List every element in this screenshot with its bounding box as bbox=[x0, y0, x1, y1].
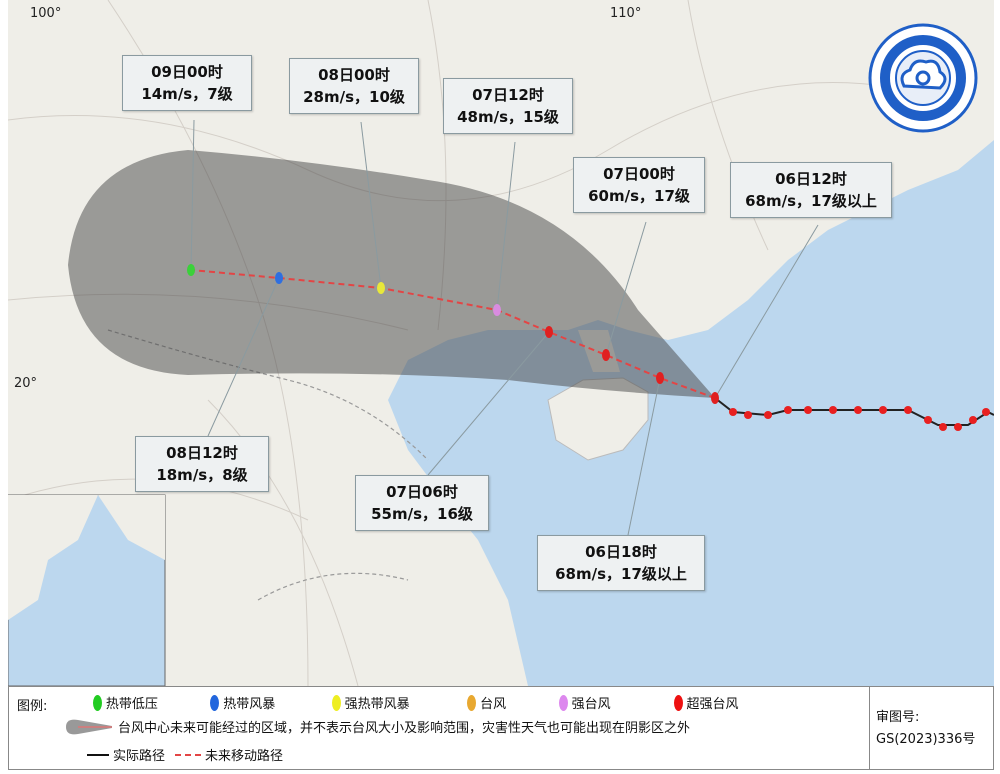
intensity: 55m/s，16级 bbox=[371, 505, 473, 523]
solid-line-icon bbox=[87, 753, 109, 756]
legend-item: 热带低压 bbox=[92, 693, 158, 712]
actual-path-markers bbox=[729, 406, 990, 431]
legend-item-label: 热带风暴 bbox=[223, 697, 276, 712]
intensity: 48m/s，15级 bbox=[457, 108, 559, 126]
intensity: 68m/s，17级以上 bbox=[555, 565, 687, 583]
legend-item-label: 热带低压 bbox=[105, 697, 158, 712]
future-path-label: 未来移动路径 bbox=[205, 749, 284, 764]
legend-cone: 台风中心未来可能经过的区域，并不表示台风大小及影响范围，灾害性天气也可能出现在阴… bbox=[64, 717, 690, 736]
longitude-100-label: 100° bbox=[30, 6, 62, 21]
typhoon-point-marker bbox=[377, 282, 385, 294]
label-leaders bbox=[190, 119, 819, 536]
intensity: 28m/s，10级 bbox=[303, 88, 405, 106]
typhoon-point-marker bbox=[602, 349, 610, 361]
time: 08日00时 bbox=[318, 66, 390, 84]
cone-swatch-icon bbox=[66, 719, 112, 734]
longitude-110-label: 110° bbox=[610, 6, 642, 21]
legend-item: 强热带风暴 bbox=[331, 693, 410, 712]
legend-item-label: 强热带风暴 bbox=[344, 697, 410, 712]
typhoon-symbol-icon bbox=[92, 694, 102, 711]
inset-map bbox=[7, 494, 166, 687]
intensity: 14m/s，7级 bbox=[141, 85, 233, 103]
latitude-20-label: 20° bbox=[14, 376, 38, 391]
legend-actual-path: 实际路径 未来移动路径 bbox=[87, 745, 283, 764]
legend-item-label: 强台风 bbox=[571, 697, 611, 712]
dashed-line-icon bbox=[175, 753, 202, 756]
typhoon-point-marker bbox=[545, 326, 553, 338]
time: 09日00时 bbox=[151, 63, 223, 81]
legend-item-label: 台风 bbox=[480, 697, 507, 712]
cone-text: 台风中心未来可能经过的区域，并不表示台风大小及影响范围，灾害性天气也可能出现在阴… bbox=[118, 721, 691, 736]
actual-path-label: 实际路径 bbox=[113, 749, 166, 764]
typhoon-point-marker bbox=[187, 264, 195, 276]
approval-number: 审图号: GS(2023)336号 bbox=[869, 687, 993, 769]
legend-title: 图例: bbox=[17, 699, 48, 714]
forecast-label-08d12: 08日12时 18m/s，8级 bbox=[135, 436, 269, 492]
legend: 图例: 热带低压 热带风暴 强热带风暴 台风 强台风 超强台风 台风中心未来可能经过的区域… bbox=[8, 686, 994, 770]
intensity: 68m/s，17级以上 bbox=[745, 192, 877, 210]
legend-item-label: 超强台风 bbox=[686, 697, 739, 712]
hainan-meteorological-bureau-logo bbox=[868, 23, 978, 133]
typhoon-symbol-icon bbox=[558, 694, 568, 711]
forecast-label-07d12: 07日12时 48m/s，15级 bbox=[443, 78, 573, 134]
time: 07日06时 bbox=[386, 483, 458, 501]
forecast-label-09d00: 09日00时 14m/s，7级 bbox=[122, 55, 252, 111]
time: 08日12时 bbox=[166, 444, 238, 462]
forecast-label-07d00: 07日00时 60m/s，17级 bbox=[573, 157, 705, 213]
legend-item: 强台风 bbox=[558, 693, 611, 712]
typhoon-point-marker bbox=[493, 304, 501, 316]
legend-item: 超强台风 bbox=[673, 693, 739, 712]
typhoon-symbol-icon bbox=[210, 694, 220, 711]
forecast-label-08d00: 08日00时 28m/s，10级 bbox=[289, 58, 419, 114]
approval-code: GS(2023)336号 bbox=[876, 732, 976, 747]
typhoon-symbol-icon bbox=[331, 694, 341, 711]
typhoon-symbol-icon bbox=[467, 694, 477, 711]
forecast-cone bbox=[68, 150, 715, 398]
time: 06日18时 bbox=[585, 543, 657, 561]
intensity: 60m/s，17级 bbox=[588, 187, 690, 205]
forecast-label-06d12: 06日12时 68m/s，17级以上 bbox=[730, 162, 892, 218]
time: 06日12时 bbox=[775, 170, 847, 188]
time: 07日00时 bbox=[603, 165, 675, 183]
intensity: 18m/s，8级 bbox=[156, 466, 248, 484]
typhoon-point-marker bbox=[275, 272, 283, 284]
approval-label: 审图号: bbox=[876, 710, 920, 725]
legend-item: 热带风暴 bbox=[210, 693, 275, 712]
typhoon-symbol-icon bbox=[673, 694, 683, 711]
forecast-label-06d18: 06日18时 68m/s，17级以上 bbox=[537, 535, 705, 591]
typhoon-point-marker bbox=[711, 392, 719, 404]
typhoon-point-marker bbox=[656, 372, 664, 384]
time: 07日12时 bbox=[472, 86, 544, 104]
legend-item: 台风 bbox=[467, 693, 506, 712]
forecast-label-07d06: 07日06时 55m/s，16级 bbox=[355, 475, 489, 531]
